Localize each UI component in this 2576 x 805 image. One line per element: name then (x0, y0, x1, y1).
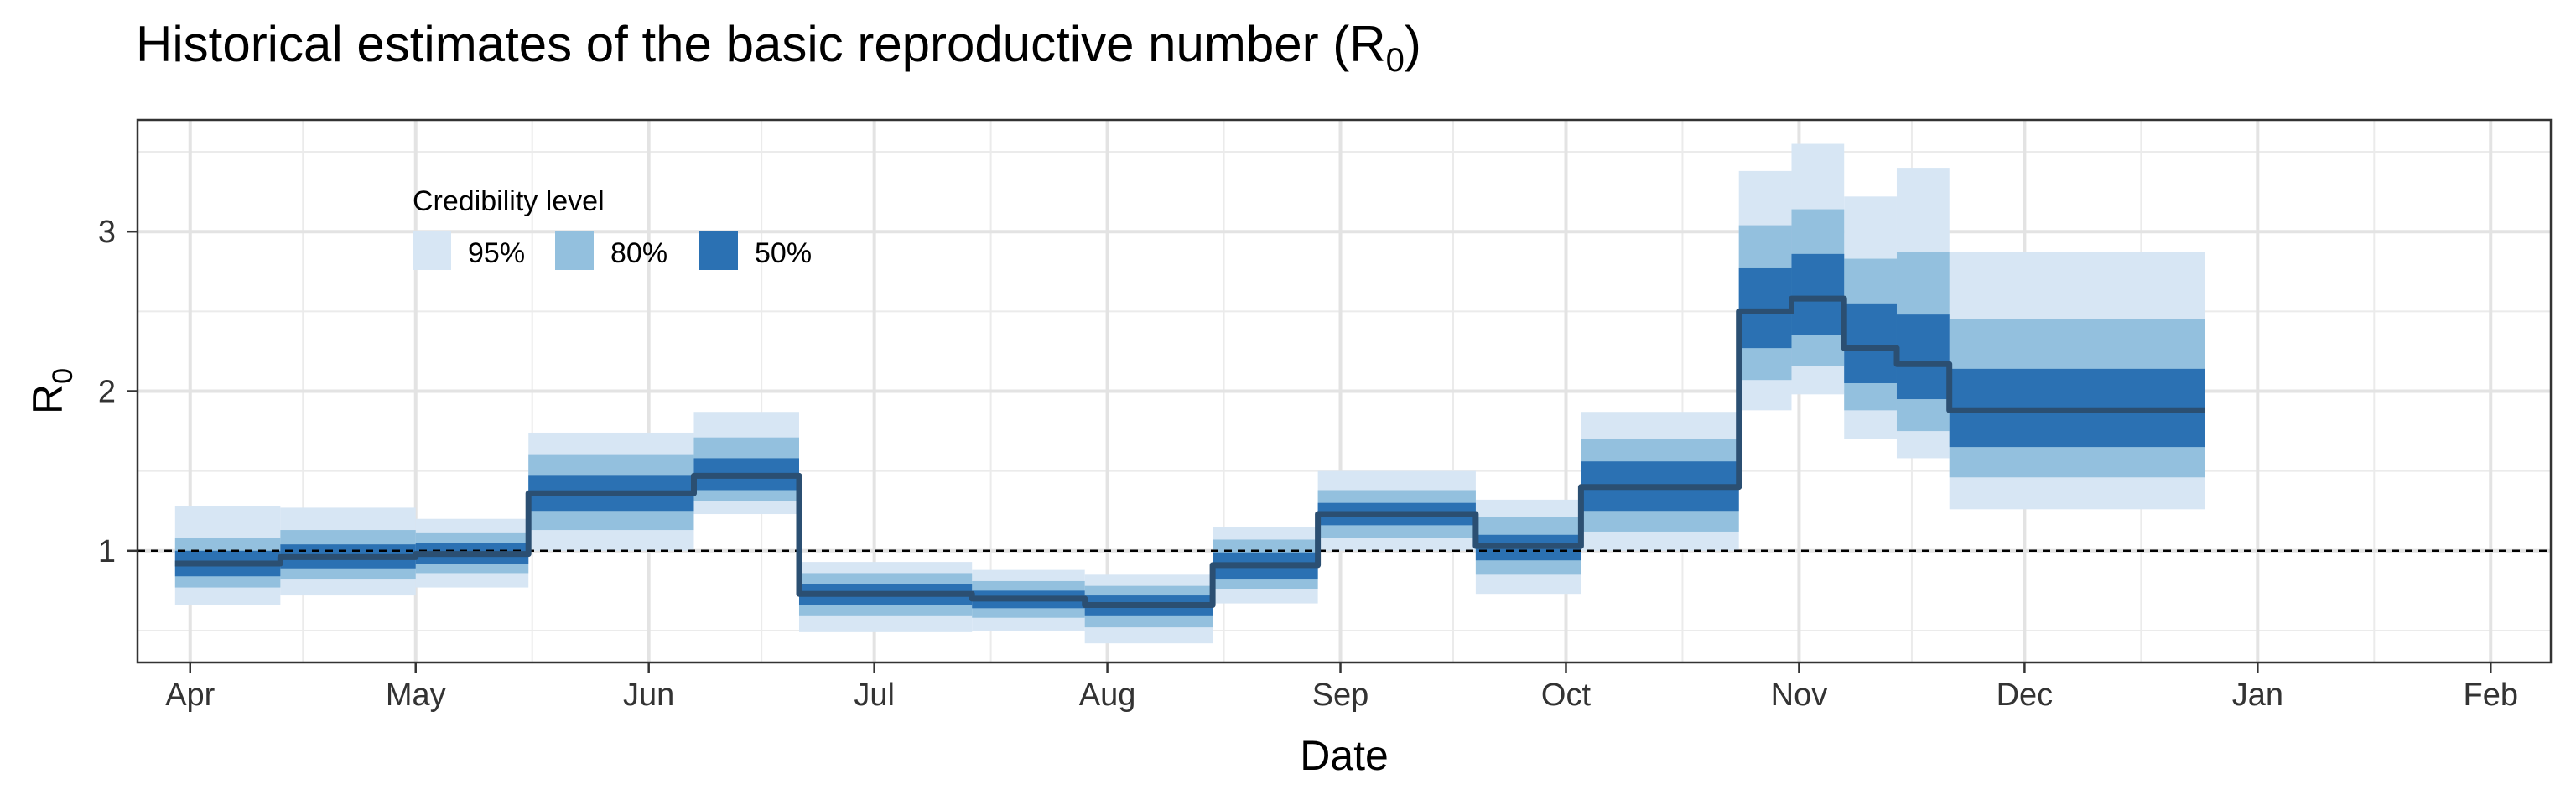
y-tick-label: 1 (98, 534, 116, 569)
y-tick-label: 2 (98, 375, 116, 410)
x-tick-label: Nov (1771, 678, 1828, 713)
axes: Apr May Jun Jul Aug Sep Oct Nov Dec Jan Feb 1 2 3 Date… (24, 118, 2553, 779)
y-tick-label: 3 (98, 215, 116, 250)
band-50-segment (1844, 303, 1897, 383)
y-axis-title: R0 (24, 368, 79, 414)
x-tick-label: Oct (1541, 678, 1592, 713)
legend-label: 50% (755, 237, 812, 269)
legend: Credibility level 95% 80% 50% (413, 185, 812, 270)
median-line-group (138, 295, 2551, 608)
x-tick-label: Dec (1997, 678, 2054, 713)
band-50-segment (1738, 267, 1792, 349)
x-tick-label: Sep (1312, 678, 1369, 713)
legend-label: 80% (610, 237, 667, 269)
legend-key-50 (699, 231, 738, 270)
credibility-bands (174, 143, 2205, 644)
band-50-segment (1791, 253, 1845, 335)
x-tick-label: Jun (623, 678, 674, 713)
x-tick-label: Jan (2232, 678, 2283, 713)
x-tick-label: May (386, 678, 446, 713)
legend-label: 95% (468, 237, 525, 269)
x-tick-label: Feb (2464, 678, 2518, 713)
legend-key-80 (555, 231, 594, 270)
x-tick-label: Jul (854, 678, 895, 713)
band-50-segment (1896, 314, 1950, 400)
x-axis-title: Date (1300, 732, 1389, 779)
legend-key-95 (413, 231, 451, 270)
median-line (174, 295, 2205, 608)
x-tick-label: Aug (1079, 678, 1136, 713)
chart-title: Historical estimates of the basic reprod… (136, 16, 1421, 79)
legend-title: Credibility level (413, 185, 605, 217)
x-tick-label: Apr (165, 678, 215, 713)
